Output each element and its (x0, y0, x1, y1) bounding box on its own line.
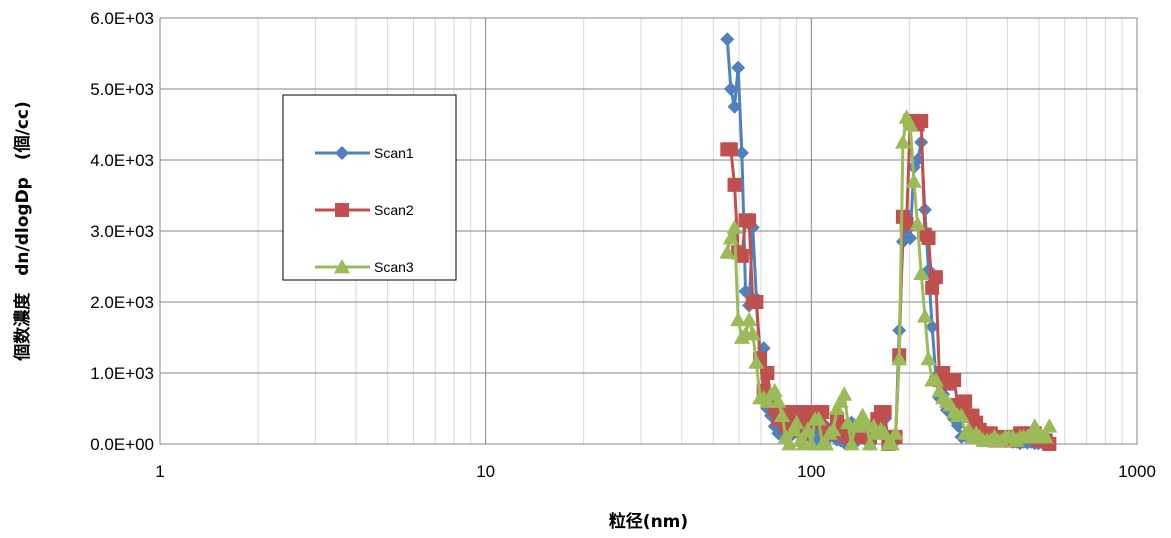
data-point (726, 219, 743, 234)
data-point (1037, 428, 1054, 444)
data-point (720, 32, 735, 47)
legend-marker (335, 146, 349, 160)
x-tick-label: 100 (797, 462, 825, 481)
data-point (925, 319, 940, 334)
data-point (920, 350, 937, 366)
data-point (748, 354, 765, 369)
data-point (749, 295, 764, 309)
data-point (744, 325, 761, 341)
data-point (958, 394, 973, 409)
data-point (836, 386, 853, 401)
legend-marker (334, 259, 350, 274)
legend: Scan1 Scan2 Scan3 (282, 94, 457, 281)
y-axis-tick-labels: 0.0E+00 1.0E+03 2.0E+03 3.0E+03 4.0E+03 5.0E+… (90, 9, 154, 454)
data-point (861, 436, 878, 451)
data-point (913, 265, 930, 280)
data-point (760, 366, 775, 380)
data-point (788, 414, 805, 430)
data-point (770, 393, 787, 408)
data-point (894, 134, 911, 149)
data-point (1041, 418, 1058, 433)
x-axis-title: 粒径(nm) (609, 511, 688, 532)
legend-marker (335, 203, 349, 217)
data-point (909, 215, 926, 231)
data-point (799, 421, 816, 437)
x-axis-tick-labels: 1 10 100 1000 (155, 462, 1156, 481)
data-point (891, 350, 908, 366)
legend-item-Scan2: Scan2 (315, 202, 414, 218)
data-point (766, 382, 783, 398)
data-point (719, 244, 736, 259)
x-tick-label: 10 (476, 462, 495, 481)
series-layer (719, 32, 1058, 451)
data-point (810, 411, 827, 426)
y-tick-label: 6.0E+03 (90, 9, 154, 28)
data-point (903, 231, 918, 246)
data-point (741, 311, 758, 327)
y-tick-label: 2.0E+03 (90, 293, 154, 312)
series-markers-Scan3 (719, 109, 1058, 451)
data-point (843, 436, 860, 451)
data-point (876, 425, 893, 440)
legend-item-Scan1: Scan1 (315, 145, 414, 161)
data-point (730, 311, 747, 327)
data-point (723, 142, 738, 157)
data-point (887, 425, 904, 440)
data-point (925, 280, 940, 295)
data-point (817, 436, 834, 451)
legend-label: Scan3 (374, 259, 414, 275)
data-point (825, 421, 842, 437)
data-point (916, 308, 933, 323)
data-point (883, 436, 900, 451)
data-point (734, 248, 749, 263)
data-point (803, 436, 820, 451)
data-point (928, 270, 943, 285)
y-tick-label: 3.0E+03 (90, 222, 154, 241)
data-point (742, 213, 757, 228)
data-point (902, 116, 919, 131)
data-point (921, 231, 936, 246)
data-point (731, 60, 746, 75)
legend-label: Scan2 (374, 202, 414, 218)
data-point (722, 230, 739, 245)
data-point (727, 177, 742, 192)
data-point (877, 405, 892, 420)
data-point (727, 99, 742, 114)
legend-label: Scan1 (374, 145, 414, 161)
data-point (953, 407, 970, 422)
y-tick-label: 4.0E+03 (90, 151, 154, 170)
data-point (734, 145, 749, 160)
x-tick-label: 1 (155, 462, 164, 481)
y-tick-label: 5.0E+03 (90, 80, 154, 99)
y-tick-label: 0.0E+00 (90, 435, 154, 454)
data-point (723, 82, 738, 96)
legend-item-Scan3: Scan3 (315, 259, 414, 275)
data-point (738, 284, 753, 299)
legend-box (282, 94, 457, 281)
y-tick-label: 1.0E+03 (90, 364, 154, 383)
y-axis-title: 個数濃度 dn/dlogDp (個/cc) (12, 101, 33, 362)
data-point (905, 173, 922, 188)
data-point (947, 373, 962, 388)
series-Scan3 (719, 109, 1058, 451)
x-tick-label: 1000 (1118, 462, 1156, 481)
data-point (774, 407, 791, 422)
plot-area-frame (159, 17, 1138, 445)
data-point (927, 372, 944, 387)
data-point (914, 113, 929, 128)
data-point (1026, 418, 1043, 433)
